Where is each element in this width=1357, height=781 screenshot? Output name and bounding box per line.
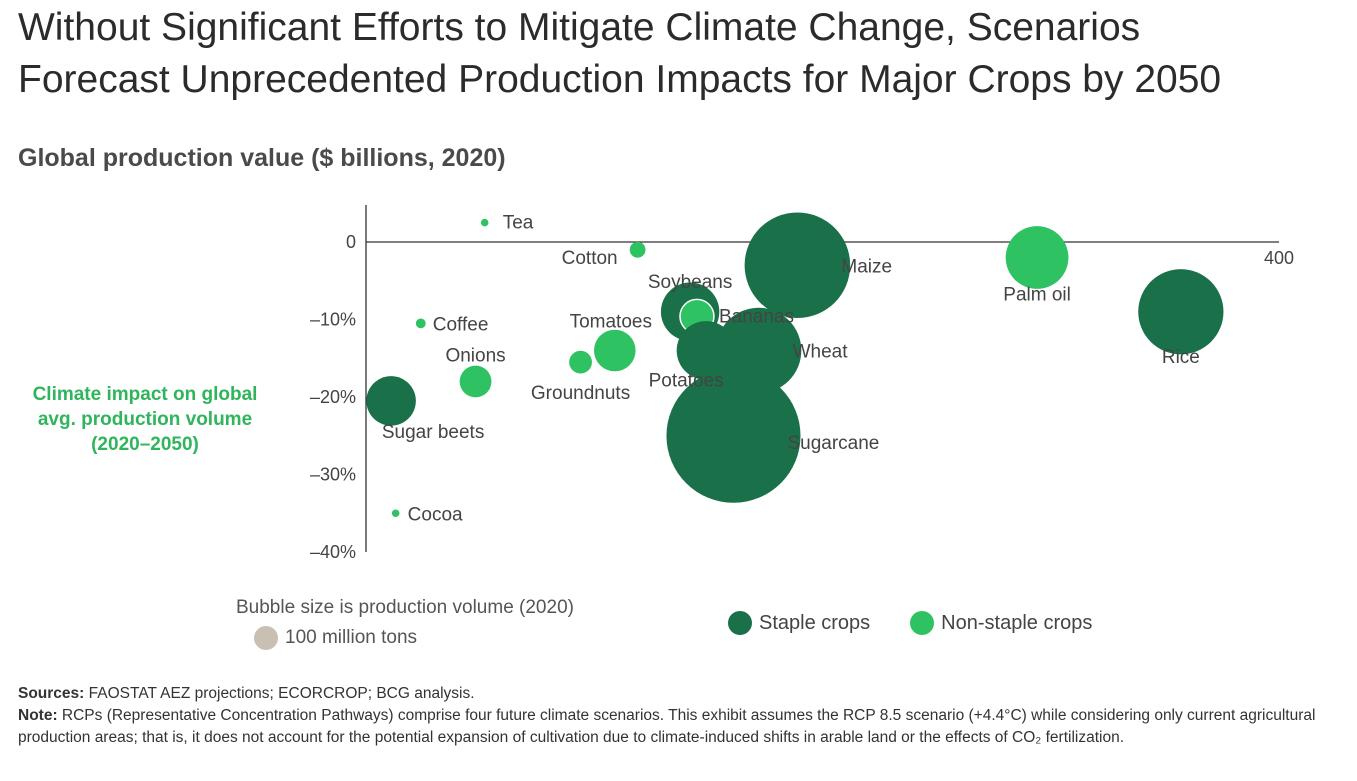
legend-swatch-staple (728, 611, 752, 635)
label-bananas: Bananas (719, 306, 794, 327)
label-cocoa: Cocoa (408, 504, 463, 525)
title-line-1: Without Significant Efforts to Mitigate … (18, 6, 1141, 49)
y-axis-label-line-3: (2020–2050) (91, 434, 199, 455)
bubble-rice (1138, 269, 1224, 355)
label-sugar-beets: Sugar beets (382, 422, 484, 443)
label-tomatoes: Tomatoes (570, 312, 652, 333)
chart-legend: Staple crops Non-staple crops (728, 611, 1132, 635)
label-wheat: Wheat (793, 342, 849, 363)
y-tick-label: –20% (310, 387, 356, 407)
y-tick-label: –30% (310, 465, 356, 485)
y-axis-label: Climate impact on global avg. production… (0, 382, 290, 457)
bubble-coffee (415, 318, 426, 329)
sources-text: FAOSTAT AEZ projections; ECORCROP; BCG a… (84, 685, 475, 702)
sources-line: Sources: FAOSTAT AEZ projections; ECORCR… (18, 683, 1338, 705)
label-groundnuts: Groundnuts (531, 383, 630, 404)
chart-title: Without Significant Efforts to Mitigate … (18, 2, 1338, 106)
y-axis-label-line-2: avg. production volume (37, 409, 253, 430)
x-tick-label: 400 (1264, 248, 1294, 268)
y-axis-label-line-1: Climate impact on global (32, 384, 258, 405)
bubble-maize (744, 212, 851, 319)
legend-swatch-nonstaple (910, 611, 935, 635)
bubble-tea (480, 218, 489, 227)
label-onions: Onions (445, 346, 505, 367)
legend-label-nonstaple: Non-staple crops (941, 611, 1093, 634)
bubble-size-note: Bubble size is production volume (2020) (236, 597, 574, 618)
label-soybeans: Soybeans (648, 272, 733, 293)
bubble-groundnuts (569, 350, 592, 374)
y-tick-label: –40% (310, 542, 356, 562)
label-palm-oil: Palm oil (1003, 285, 1071, 306)
size-reference-bubble (254, 626, 278, 650)
sources-label: Sources: (18, 685, 85, 702)
bubble-onions (459, 365, 492, 398)
note-text: RCPs (Representative Concentration Pathw… (18, 707, 1316, 746)
y-tick-label: –10% (310, 310, 356, 330)
label-tea: Tea (503, 213, 534, 234)
chart-labels: Tea Cotton Maize Palm oil Soybeans Bananas Cof… (382, 213, 1200, 526)
footer-notes: Sources: FAOSTAT AEZ projections; ECORCR… (18, 683, 1338, 749)
legend-label-staple: Staple crops (759, 611, 871, 634)
y-tick-label: 0 (346, 232, 356, 252)
bubble-cotton (629, 241, 646, 258)
size-reference-label: 100 million tons (285, 627, 418, 648)
label-maize: Maize (841, 256, 892, 277)
legend-item-nonstaple: Non-staple crops (910, 611, 1092, 635)
bubble-sugar-beets (366, 376, 416, 426)
note-label: Note: (18, 707, 58, 724)
label-rice: Rice (1162, 347, 1200, 368)
label-cotton: Cotton (562, 248, 618, 269)
bubble-palm-oil (1005, 226, 1069, 289)
bubble-size-legend: 100 million tons (254, 626, 417, 650)
bubble-tomatoes (593, 329, 636, 372)
title-line-2: Forecast Unprecedented Production Impact… (18, 58, 1222, 101)
bubble-cocoa (391, 509, 400, 518)
chart-bubbles (366, 212, 1224, 518)
label-coffee: Coffee (433, 314, 489, 335)
label-sugarcane: Sugarcane (787, 433, 879, 454)
bubble-sugarcane (666, 368, 801, 503)
legend-item-staple: Staple crops (728, 611, 870, 635)
chart-subtitle: Global production value ($ billions, 202… (18, 144, 506, 172)
label-potatoes: Potatoes (649, 371, 724, 392)
note-line: Note: RCPs (Representative Concentration… (18, 705, 1338, 749)
